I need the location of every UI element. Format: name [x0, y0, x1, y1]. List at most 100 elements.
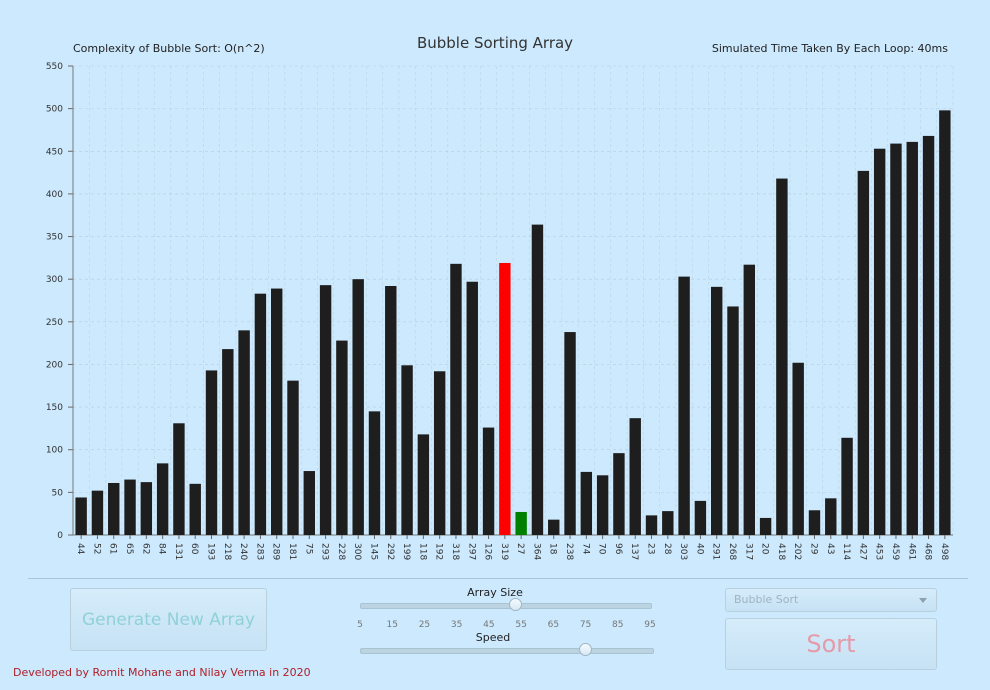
x-tick-label: 459 [890, 543, 900, 560]
y-tick-label: 0 [57, 531, 63, 541]
x-tick-label: 75 [303, 543, 313, 554]
speed-label: Speed [475, 631, 511, 644]
array-size-label: Array Size [467, 586, 523, 599]
generate-array-button[interactable]: Generate New Array [70, 588, 267, 651]
x-tick-label: 297 [466, 543, 476, 560]
y-tick-label: 100 [46, 446, 63, 456]
bar [531, 224, 544, 535]
x-tick-label: 74 [580, 543, 590, 555]
bar [645, 515, 658, 535]
bar [694, 500, 707, 535]
bar [352, 279, 364, 535]
x-tick-label: 364 [531, 543, 541, 560]
sort-button[interactable]: Sort [725, 618, 937, 670]
bar [759, 517, 772, 535]
x-tick-label: 131 [173, 543, 183, 560]
array-size-tick-label: 25 [418, 620, 431, 630]
bar [678, 276, 690, 535]
bar [564, 332, 576, 535]
bar [433, 371, 446, 535]
algorithm-select-value: Bubble Sort [734, 593, 799, 606]
y-tick-label: 550 [46, 62, 63, 72]
y-tick-label: 300 [46, 275, 63, 285]
x-tick-label: 44 [75, 543, 85, 555]
speed-slider-track[interactable] [360, 648, 654, 654]
bar [613, 453, 625, 535]
bar [303, 471, 315, 535]
x-tick-label: 319 [499, 543, 509, 560]
array-size-tick-label: 35 [450, 620, 463, 630]
x-tick-label: 23 [646, 543, 656, 554]
bar [173, 423, 185, 535]
array-size-slider-track[interactable] [360, 603, 652, 609]
x-tick-label: 192 [434, 543, 444, 560]
bar [319, 285, 332, 535]
bar [890, 143, 902, 535]
x-tick-label: 240 [238, 543, 248, 560]
x-tick-label: 84 [157, 543, 167, 555]
x-tick-label: 289 [271, 543, 281, 560]
x-tick-label: 65 [124, 543, 134, 554]
bar [580, 471, 593, 535]
array-size-tick-label: 95 [644, 620, 656, 630]
bar [156, 463, 169, 535]
bar [922, 135, 935, 535]
x-tick-label: 418 [776, 543, 786, 560]
chevron-down-icon [919, 598, 927, 603]
x-tick-label: 453 [874, 543, 884, 560]
bar [75, 497, 87, 535]
footer-credit: Developed by Romit Mohane and Nilay Verm… [13, 666, 311, 679]
bar [825, 498, 837, 535]
y-tick-label: 250 [46, 318, 63, 328]
x-tick-label: 238 [564, 543, 574, 560]
bar [906, 141, 918, 535]
x-tick-label: 498 [939, 543, 949, 560]
y-tick-label: 150 [46, 403, 63, 413]
bar [466, 281, 478, 535]
x-tick-label: 70 [597, 543, 607, 555]
bar [727, 306, 739, 535]
x-tick-label: 427 [857, 543, 867, 560]
chart-title: Bubble Sorting Array [416, 34, 574, 52]
bar [515, 511, 527, 535]
bar [205, 370, 218, 535]
x-tick-label: 193 [206, 543, 216, 560]
speed-slider-thumb[interactable] [578, 643, 592, 656]
x-tick-label: 199 [401, 543, 411, 560]
bar [91, 490, 104, 535]
bar [124, 479, 136, 535]
bar [385, 286, 397, 535]
array-size-tick-label: 55 [515, 620, 527, 630]
array-size-slider-thumb[interactable] [508, 598, 522, 611]
x-tick-label: 303 [678, 543, 688, 560]
bar [287, 380, 299, 535]
array-size-tick-label: 45 [483, 620, 495, 630]
y-tick-label: 50 [52, 488, 64, 498]
bar [254, 293, 267, 535]
x-tick-label: 40 [694, 543, 704, 555]
bar [743, 264, 755, 535]
bar [939, 110, 951, 535]
algorithm-select[interactable]: Bubble Sort [725, 588, 937, 612]
bar [450, 263, 462, 535]
x-tick-label: 468 [923, 543, 933, 560]
x-tick-label: 461 [906, 543, 916, 560]
x-tick-label: 18 [548, 543, 558, 555]
array-size-tick-label: 75 [579, 620, 592, 630]
x-tick-label: 27 [515, 543, 525, 554]
x-tick-label: 62 [140, 543, 150, 554]
array-size-tick-label: 5 [357, 620, 363, 630]
x-tick-label: 61 [108, 543, 118, 554]
array-size-tick-label: 65 [547, 620, 560, 630]
bar [401, 365, 413, 535]
sort-label: Sort [806, 630, 856, 658]
generate-array-label: Generate New Array [81, 609, 256, 630]
y-tick-label: 400 [46, 190, 63, 200]
x-tick-label: 268 [727, 543, 737, 560]
bar [629, 418, 641, 535]
x-tick-label: 137 [629, 543, 639, 560]
bar [662, 511, 674, 535]
x-tick-label: 291 [711, 543, 721, 560]
bar [417, 434, 430, 535]
array-size-tick-label: 85 [612, 620, 624, 630]
